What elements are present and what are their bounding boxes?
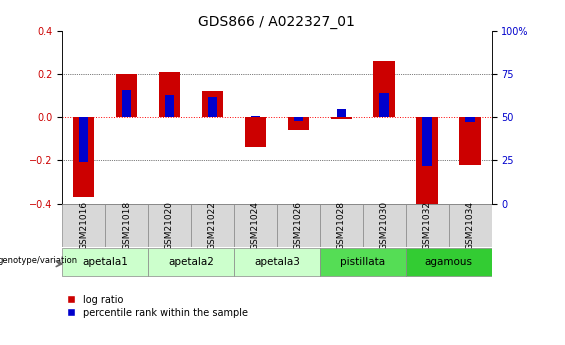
Bar <box>423 117 432 166</box>
Bar <box>202 91 223 117</box>
Text: apetala2: apetala2 <box>168 257 214 267</box>
Bar <box>294 117 303 121</box>
Text: apetala3: apetala3 <box>254 257 300 267</box>
Bar <box>122 90 131 117</box>
Bar <box>406 204 449 247</box>
Text: agamous: agamous <box>425 257 472 267</box>
Bar <box>406 248 492 276</box>
Bar <box>320 204 363 247</box>
Text: GSM21016: GSM21016 <box>79 200 88 250</box>
Bar <box>449 204 492 247</box>
Bar <box>148 248 234 276</box>
Bar <box>79 117 88 162</box>
Bar <box>148 204 191 247</box>
Bar <box>62 204 105 247</box>
Text: pistillata: pistillata <box>340 257 385 267</box>
Bar <box>234 204 277 247</box>
Bar <box>245 117 266 148</box>
Bar <box>251 116 260 117</box>
Text: GSM21024: GSM21024 <box>251 201 260 249</box>
Bar <box>363 204 406 247</box>
Text: GSM21026: GSM21026 <box>294 200 303 250</box>
Bar <box>331 117 352 119</box>
Bar <box>73 117 94 197</box>
Bar <box>380 93 389 117</box>
Text: GSM21034: GSM21034 <box>466 200 475 250</box>
Text: genotype/variation: genotype/variation <box>0 256 77 265</box>
Text: GSM21032: GSM21032 <box>423 200 432 250</box>
Text: apetala1: apetala1 <box>82 257 128 267</box>
Bar <box>320 248 406 276</box>
Bar <box>105 204 148 247</box>
Bar <box>337 109 346 117</box>
Text: GSM21028: GSM21028 <box>337 200 346 250</box>
Text: GSM21018: GSM21018 <box>122 200 131 250</box>
Bar <box>234 248 320 276</box>
Legend: log ratio, percentile rank within the sample: log ratio, percentile rank within the sa… <box>67 295 247 318</box>
Text: GSM21030: GSM21030 <box>380 200 389 250</box>
Text: GSM21020: GSM21020 <box>165 200 174 250</box>
Bar <box>288 117 309 130</box>
Title: GDS866 / A022327_01: GDS866 / A022327_01 <box>198 14 355 29</box>
Bar <box>191 204 234 247</box>
Bar <box>459 117 481 165</box>
Bar <box>466 117 475 122</box>
Bar <box>416 117 438 204</box>
Bar <box>373 61 395 117</box>
Bar <box>159 72 180 117</box>
Bar <box>116 74 137 117</box>
Bar <box>277 204 320 247</box>
Text: GSM21022: GSM21022 <box>208 201 217 249</box>
Bar <box>62 248 148 276</box>
Bar <box>208 97 217 117</box>
Bar <box>165 95 174 117</box>
